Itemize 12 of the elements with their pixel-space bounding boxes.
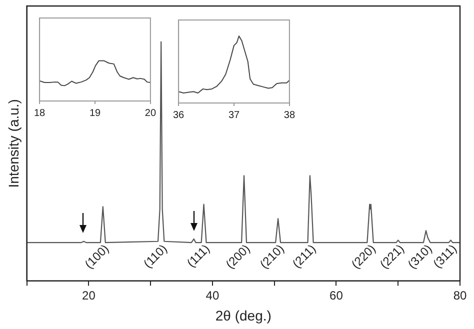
x-tick-label: 19: [89, 108, 101, 119]
x-tick-label: 38: [284, 110, 296, 121]
y-axis-title: Intensity (a.u.): [5, 99, 22, 188]
x-tick-label: 80: [453, 288, 467, 302]
x-tick-label: 60: [330, 288, 344, 302]
x-axis-title: 2θ (deg.): [215, 307, 272, 324]
x-tick-label: 37: [228, 110, 240, 121]
x-tick-label: 20: [82, 288, 96, 302]
x-tick-label: 20: [144, 108, 156, 119]
x-tick-label: 40: [206, 288, 220, 302]
x-tick-label: 18: [34, 108, 46, 119]
x-tick-label: 36: [173, 110, 185, 121]
